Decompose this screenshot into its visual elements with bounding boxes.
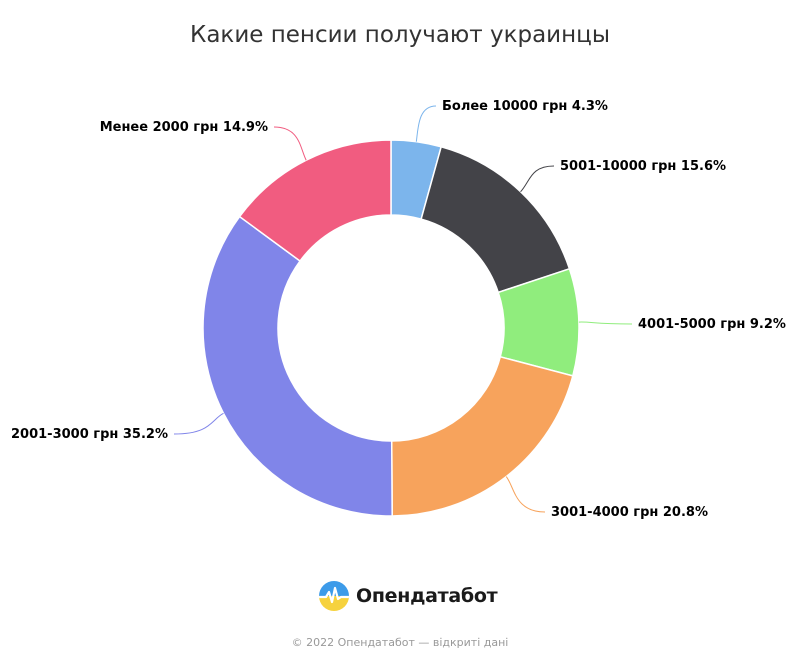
chart-title: Какие пенсии получают украинцы: [190, 22, 610, 48]
connector-line: [415, 105, 437, 142]
brand: Опендатабот: [318, 576, 498, 616]
connector-group: [173, 105, 633, 513]
data-label: Более 10000 грн 4.3%: [442, 99, 608, 114]
slice-6: [238, 139, 392, 263]
connector-line: [505, 476, 546, 513]
brand-name: Опендатабот: [356, 585, 498, 607]
connector-line: [273, 126, 307, 161]
data-label: 4001-5000 грн 9.2%: [638, 317, 786, 332]
slice-5: [202, 215, 393, 517]
data-label: 3001-4000 грн 20.8%: [551, 505, 708, 520]
copyright-footer: © 2022 Опендатабот — відкриті дані: [291, 636, 509, 649]
connector-line: [520, 165, 555, 193]
slice-2: [420, 145, 571, 294]
connector-line: [173, 412, 224, 435]
connector-line: [578, 321, 633, 325]
data-label: 5001-10000 грн 15.6%: [560, 159, 726, 174]
data-label: 2001-3000 грн 35.2%: [11, 427, 168, 442]
slice-group: [202, 139, 580, 517]
opendatabot-logo-icon: [319, 581, 349, 611]
label-group: Более 10000 грн 4.3% 5001-10000 грн 15.6%…: [11, 99, 786, 520]
data-label: Менее 2000 грн 14.9%: [100, 120, 268, 135]
slice-4: [390, 355, 574, 517]
